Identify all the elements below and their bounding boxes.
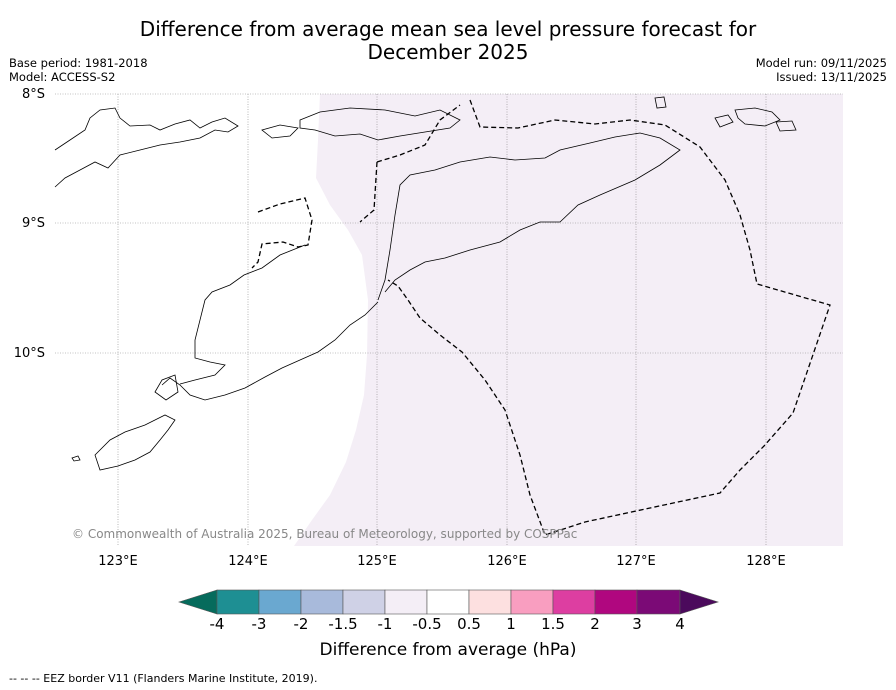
issued-date: Issued: 13/11/2025 [776, 70, 887, 84]
lat-label-9s: 9°S [22, 216, 45, 231]
colorbar-cell-low-extend [178, 589, 218, 615]
flores-coast [54, 107, 239, 188]
timor-north-coast [377, 132, 681, 301]
colorbar-cell-2 [258, 589, 302, 615]
colorbar-label: -1 [377, 615, 393, 633]
leti-coast [734, 107, 781, 127]
gridlines [55, 93, 843, 546]
sumba-islet [71, 455, 81, 462]
lat-label-10s: 10°S [14, 346, 45, 361]
model-name: Model: ACCESS-S2 [9, 70, 116, 84]
colorbar-cell-5 [384, 589, 428, 615]
eez-west-coast-line [359, 161, 378, 223]
colorbar-title: Difference from average (hPa) [319, 640, 577, 660]
lon-label-128e: 128°E [746, 554, 786, 569]
colorbar-label: -4 [209, 615, 225, 633]
lon-label-126e: 126°E [487, 554, 527, 569]
colorbar [178, 589, 719, 615]
kisar-coast [714, 114, 734, 128]
lon-label-124e: 124°E [228, 554, 268, 569]
model-run: Model run: 09/11/2025 [755, 56, 887, 70]
colorbar-label: 2 [590, 615, 600, 633]
eez-north-boundary [376, 104, 461, 163]
copyright-notice: © Commonwealth of Australia 2025, Bureau… [72, 527, 577, 541]
colorbar-label: 1.5 [541, 615, 565, 633]
moa-coast [775, 120, 797, 132]
colorbar-label: 1 [506, 615, 516, 633]
anomaly-shading [294, 94, 843, 546]
colorbar-cell-high-extend [679, 589, 719, 615]
colorbar-cell-3 [300, 589, 344, 615]
colorbar-label: -0.5 [412, 615, 442, 633]
model-info: Base period: 1981-2018 Model: ACCESS-S2 [9, 56, 148, 84]
lon-label-123e: 123°E [98, 554, 138, 569]
chart-title-line1: Difference from average mean sea level p… [139, 17, 757, 41]
timor-west-coast [179, 244, 306, 385]
timor-south-coast [161, 301, 379, 401]
lat-labels: 8°S 9°S 10°S [14, 87, 45, 361]
lon-labels: 123°E 124°E 125°E 126°E 127°E 128°E [98, 554, 786, 569]
colorbar-cell-4 [342, 589, 386, 615]
colorbar-cell-10 [594, 589, 638, 615]
lon-label-125e: 125°E [357, 554, 397, 569]
base-period: Base period: 1981-2018 [9, 56, 148, 70]
eez-timor-leste-east [387, 99, 831, 536]
colorbar-label: -2 [293, 615, 309, 633]
eez-oecusse [251, 197, 313, 269]
sawu-coast [94, 414, 176, 471]
colorbar-label: 3 [632, 615, 642, 633]
chart-title: Difference from average mean sea level p… [0, 18, 896, 64]
run-info: Model run: 09/11/2025 Issued: 13/11/2025 [756, 56, 887, 84]
wetar-coast [299, 107, 461, 141]
colorbar-cell-6 [426, 589, 470, 615]
rote-coast [154, 374, 179, 401]
eez-footnote: -- -- -- EEZ border V11 (Flanders Marine… [9, 672, 318, 685]
colorbar-label: 4 [675, 615, 685, 633]
lon-label-127e: 127°E [616, 554, 656, 569]
colorbar-cell-9 [552, 589, 596, 615]
chart-title-line2: December 2025 [367, 40, 529, 64]
colorbar-cell-1 [216, 589, 260, 615]
lat-label-8s: 8°S [22, 87, 45, 102]
alor-coast [261, 124, 299, 139]
colorbar-cell-8 [510, 589, 554, 615]
colorbar-label: 0.5 [457, 615, 481, 633]
atauro-coast [654, 96, 667, 109]
colorbar-label: -3 [251, 615, 267, 633]
coastlines [54, 96, 797, 471]
colorbar-cell-11 [636, 589, 681, 615]
colorbar-label: -1.5 [328, 615, 358, 633]
colorbar-cell-7 [468, 589, 512, 615]
eez-borders [251, 99, 831, 536]
